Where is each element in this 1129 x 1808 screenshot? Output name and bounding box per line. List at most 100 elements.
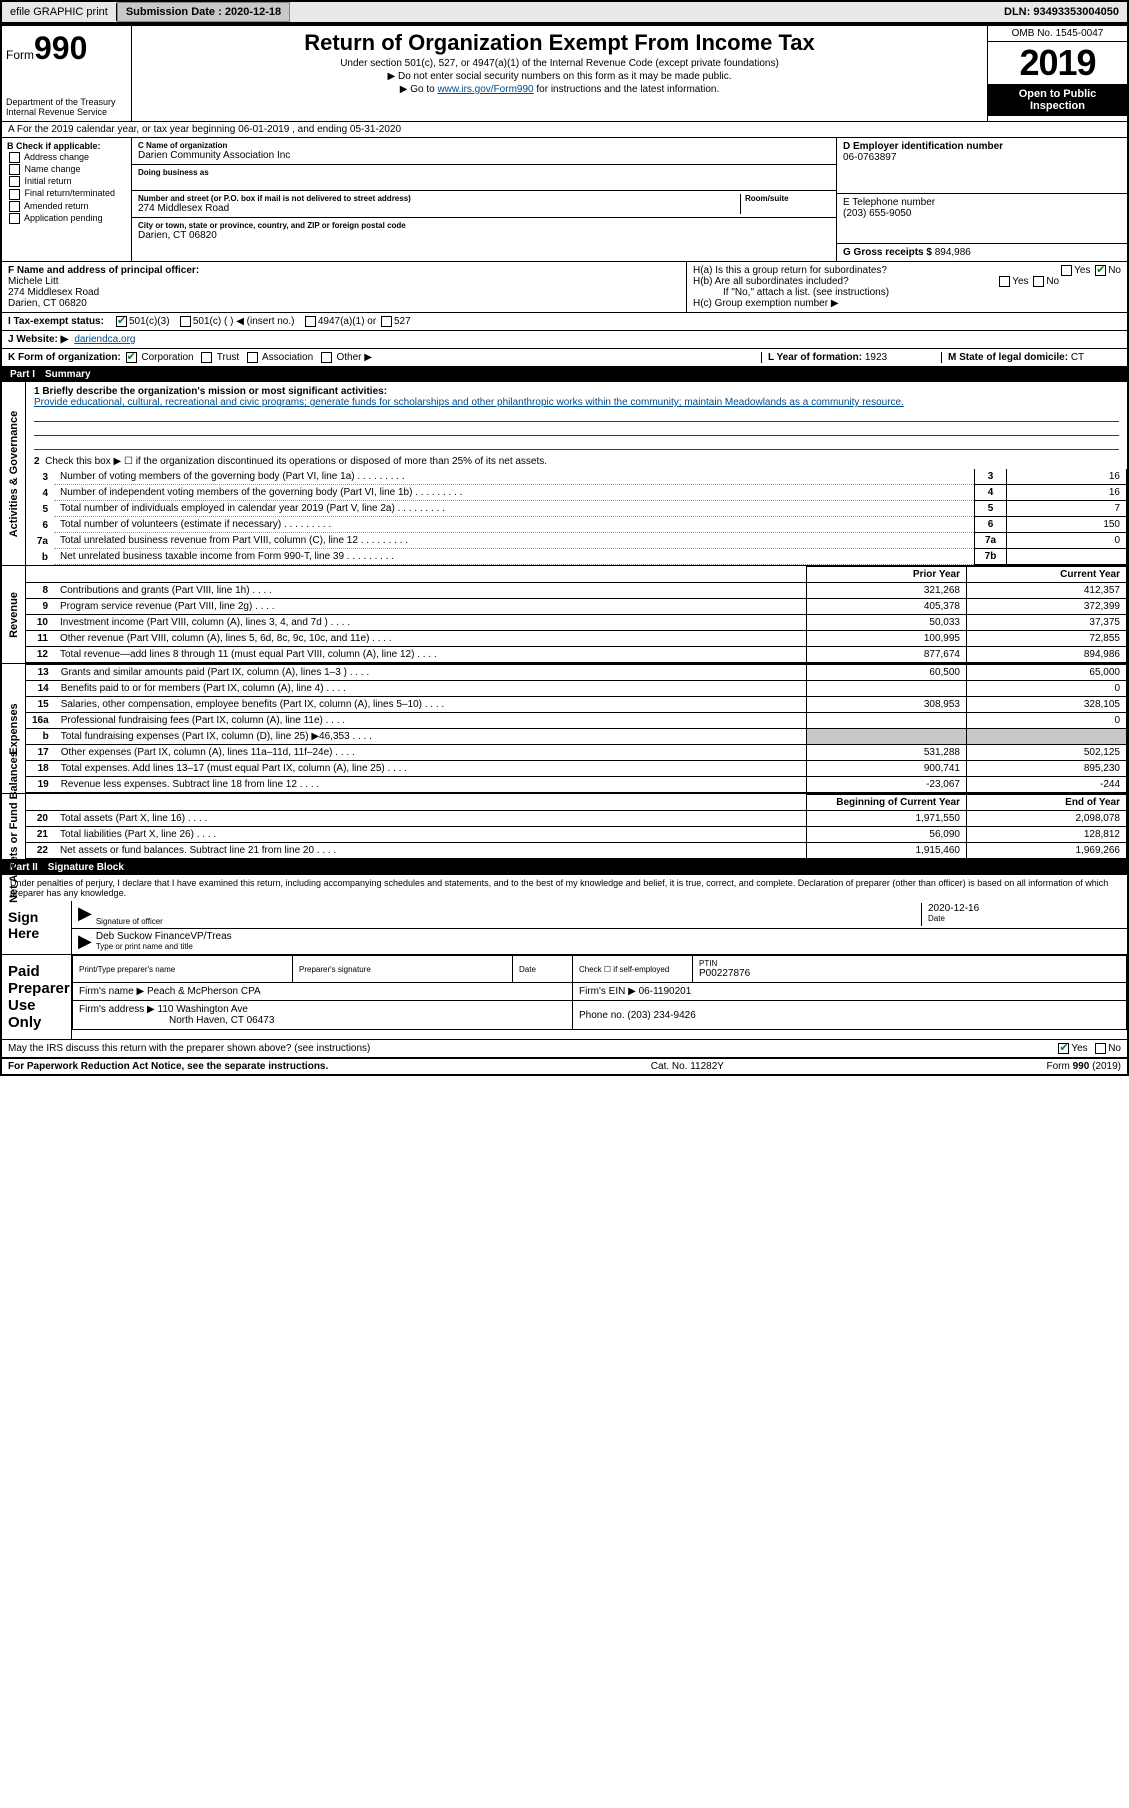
chk-initial-return[interactable]: Initial return [7,176,126,187]
form-container: Form990 Department of the Treasury Inter… [0,24,1129,1076]
arrow-icon: ▶ [78,931,92,952]
chk-501c3[interactable] [116,316,127,327]
org-address: 274 Middlesex Road [138,203,740,214]
submission-date-button[interactable]: Submission Date : 2020-12-18 [117,2,290,22]
chk-discuss-yes[interactable] [1058,1043,1069,1054]
table-row: 16aProfessional fundraising fees (Part I… [26,713,1127,729]
ein-value: 06-0763897 [843,152,1121,163]
part2-header: Part II Signature Block [2,860,1127,875]
form-footer: For Paperwork Reduction Act Notice, see … [2,1059,1127,1074]
revenue-section: Revenue Prior YearCurrent Year 8Contribu… [2,566,1127,664]
table-row: 11Other revenue (Part VIII, column (A), … [26,631,1127,647]
chk-address-change[interactable]: Address change [7,152,126,163]
subtitle-3: ▶ Go to www.irs.gov/Form990 for instruct… [136,84,983,95]
gross-receipts: 894,986 [935,247,971,258]
org-name: Darien Community Association Inc [138,150,830,161]
phone-value: (203) 655-9050 [843,208,1121,219]
row-k-form-org: K Form of organization: Corporation Trus… [2,349,1127,367]
sign-here-label: Sign Here [2,901,72,954]
revenue-table: Prior YearCurrent Year 8Contributions an… [26,566,1127,663]
table-row: 17Other expenses (Part IX, column (A), l… [26,745,1127,761]
part1-header: Part I Summary [2,367,1127,382]
table-row: 4Number of independent voting members of… [26,485,1127,501]
section-f-h: F Name and address of principal officer:… [2,262,1127,313]
chk-corp[interactable] [126,352,137,363]
subtitle-2: ▶ Do not enter social security numbers o… [136,71,983,82]
year-block: OMB No. 1545-0047 2019 Open to Public In… [987,26,1127,121]
expenses-section: Expenses 13Grants and similar amounts pa… [2,664,1127,794]
omb-number: OMB No. 1545-0047 [988,26,1127,42]
chk-app-pending[interactable]: Application pending [7,213,126,224]
chk-527[interactable] [381,316,392,327]
table-row: 6Total number of volunteers (estimate if… [26,517,1127,533]
table-row: 12Total revenue—add lines 8 through 11 (… [26,647,1127,663]
table-row: 5Total number of individuals employed in… [26,501,1127,517]
mission-block: 1 Briefly describe the organization's mi… [26,382,1127,454]
table-row: 22Net assets or fund balances. Subtract … [26,843,1127,859]
table-row: 9Program service revenue (Part VIII, lin… [26,599,1127,615]
governance-table: 3Number of voting members of the governi… [26,469,1127,565]
form-id-block: Form990 Department of the Treasury Inter… [2,26,132,121]
chk-4947[interactable] [305,316,316,327]
dln-label: DLN: 93493353004050 [996,3,1127,21]
irs-link[interactable]: www.irs.gov/Form990 [437,84,533,95]
open-public-badge: Open to Public Inspection [988,84,1127,116]
table-row: 7aTotal unrelated business revenue from … [26,533,1127,549]
chk-final-return[interactable]: Final return/terminated [7,188,126,199]
vside-net: Net Assets or Fund Balances [2,794,26,859]
chk-trust[interactable] [201,352,212,363]
table-row: bNet unrelated business taxable income f… [26,549,1127,565]
vside-revenue: Revenue [2,566,26,663]
form-header: Form990 Department of the Treasury Inter… [2,26,1127,122]
row-i-tax-status: I Tax-exempt status: 501(c)(3) 501(c) ( … [2,313,1127,331]
org-city: Darien, CT 06820 [138,230,830,241]
table-row: 10Investment income (Part VIII, column (… [26,615,1127,631]
activities-governance-section: Activities & Governance 1 Briefly descri… [2,382,1127,566]
signature-block: Under penalties of perjury, I declare th… [2,875,1127,955]
table-row: 15Salaries, other compensation, employee… [26,697,1127,713]
paperwork-notice: For Paperwork Reduction Act Notice, see … [8,1061,328,1072]
col-d-e-g: D Employer identification number 06-0763… [837,138,1127,261]
col-c-org-info: C Name of organization Darien Community … [132,138,837,261]
mission-text: Provide educational, cultural, recreatio… [34,397,1119,408]
table-row: 18Total expenses. Add lines 13–17 (must … [26,761,1127,777]
expenses-table: 13Grants and similar amounts paid (Part … [26,664,1127,793]
top-toolbar: efile GRAPHIC print Submission Date : 20… [0,0,1129,24]
discuss-row: May the IRS discuss this return with the… [2,1040,1127,1059]
col-b-checkboxes: B Check if applicable: Address change Na… [2,138,132,261]
tax-year: 2019 [988,42,1127,84]
col-h-group: H(a) Is this a group return for subordin… [687,262,1127,312]
chk-name-change[interactable]: Name change [7,164,126,175]
preparer-table: Print/Type preparer's name Preparer's si… [72,955,1127,1030]
arrow-icon: ▶ [78,903,92,926]
col-f-officer: F Name and address of principal officer:… [2,262,687,312]
perjury-declaration: Under penalties of perjury, I declare th… [2,875,1127,901]
net-assets-table: Beginning of Current YearEnd of Year 20T… [26,794,1127,859]
form-title-block: Return of Organization Exempt From Incom… [132,26,987,121]
chk-discuss-no[interactable] [1095,1043,1106,1054]
table-row: 13Grants and similar amounts paid (Part … [26,665,1127,681]
paid-preparer-block: Paid Preparer Use Only Print/Type prepar… [2,955,1127,1040]
table-row: 20Total assets (Part X, line 16) . . . .… [26,811,1127,827]
table-row: bTotal fundraising expenses (Part IX, co… [26,729,1127,745]
row-a-tax-year: A For the 2019 calendar year, or tax yea… [2,122,1127,138]
dept-label: Department of the Treasury Internal Reve… [6,97,127,117]
table-row: 8Contributions and grants (Part VIII, li… [26,583,1127,599]
table-row: 3Number of voting members of the governi… [26,469,1127,485]
efile-label: efile GRAPHIC print [2,3,117,21]
chk-amended[interactable]: Amended return [7,201,126,212]
section-b-to-g: B Check if applicable: Address change Na… [2,138,1127,262]
form-title: Return of Organization Exempt From Incom… [136,30,983,56]
table-row: 21Total liabilities (Part X, line 26) . … [26,827,1127,843]
website-link[interactable]: dariendca.org [74,334,135,345]
form-version: Form 990 (2019) [1047,1061,1121,1072]
subtitle-1: Under section 501(c), 527, or 4947(a)(1)… [136,58,983,69]
paid-preparer-label: Paid Preparer Use Only [2,955,72,1039]
chk-assoc[interactable] [247,352,258,363]
table-row: 19Revenue less expenses. Subtract line 1… [26,777,1127,793]
chk-501c[interactable] [180,316,191,327]
catalog-number: Cat. No. 11282Y [328,1061,1046,1072]
net-assets-section: Net Assets or Fund Balances Beginning of… [2,794,1127,860]
chk-other[interactable] [321,352,332,363]
vside-governance: Activities & Governance [2,382,26,565]
